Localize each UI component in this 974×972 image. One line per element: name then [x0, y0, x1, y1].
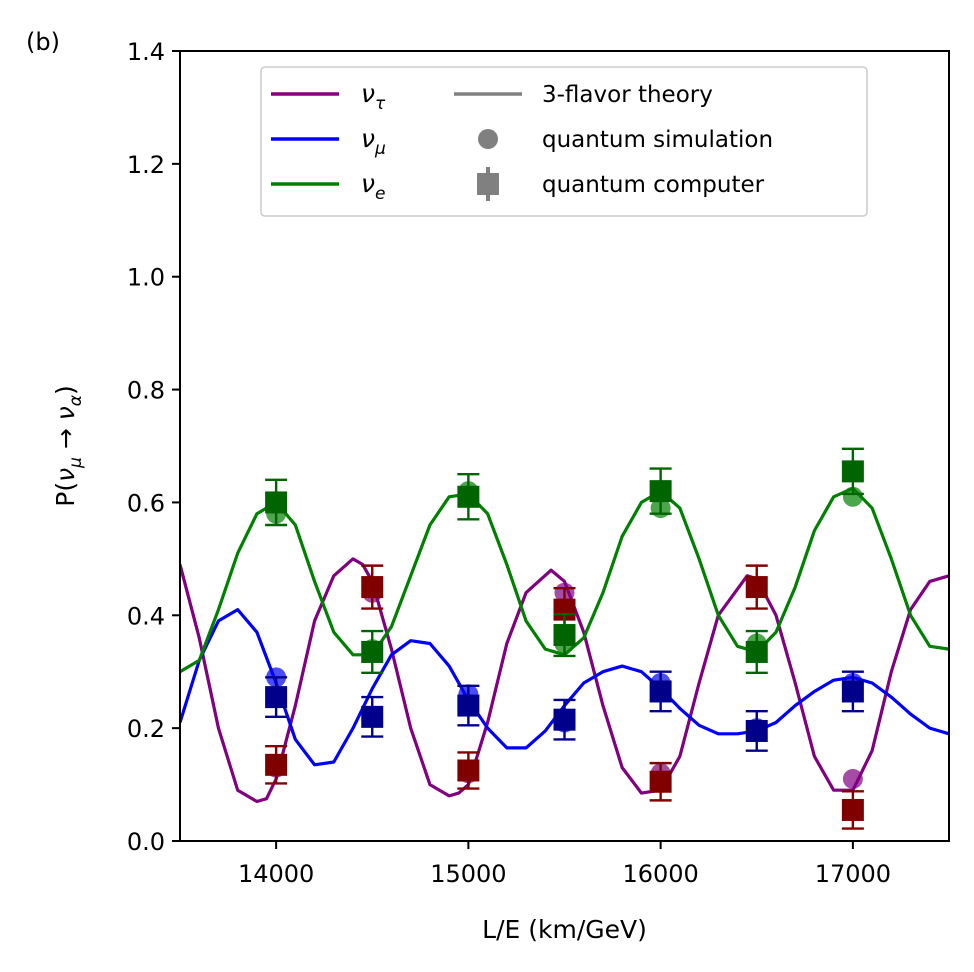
legend-box	[260, 66, 868, 217]
y-tick-label: 1.0	[127, 264, 165, 292]
x-tick-label: 16000	[622, 860, 698, 888]
qc-point-e	[457, 485, 480, 508]
qc-point-e	[361, 640, 384, 663]
y-tick-label: 0.6	[127, 489, 165, 517]
sim-point-tau	[842, 768, 863, 789]
qc-point-tau	[745, 576, 768, 599]
legend: ντ νμ νe 3-flavor theory quantum simulation q…	[260, 66, 868, 217]
qc-point-mu	[361, 705, 384, 728]
panel-label: (b)	[26, 28, 60, 56]
qc-point-tau	[457, 759, 480, 782]
qc-point-mu	[265, 686, 288, 709]
legend-label-sim: quantum simulation	[542, 127, 773, 153]
qc-point-e	[841, 460, 864, 483]
legend-label-e: νe	[361, 169, 385, 204]
x-axis-title: L/E (km/GeV)	[482, 915, 647, 944]
legend-label-qc: quantum computer	[542, 172, 765, 198]
y-tick-label: 1.2	[127, 151, 165, 179]
legend-handle-sim	[478, 129, 498, 149]
qc-point-tau	[649, 770, 672, 793]
qc-point-tau	[361, 576, 384, 599]
axes-frame	[179, 50, 950, 842]
qc-point-tau	[841, 798, 864, 821]
x-tick-label: 15000	[430, 860, 506, 888]
y-axis-title: P(νμ → να)	[51, 385, 86, 506]
qc-point-mu	[457, 694, 480, 717]
qc-point-e	[745, 640, 768, 663]
legend-label-mu: νμ	[361, 124, 386, 159]
qc-point-e	[649, 480, 672, 503]
legend-handle-qc	[477, 173, 499, 195]
plot-area	[180, 447, 949, 830]
qc-point-e	[553, 624, 576, 647]
y-tick-label: 0.8	[127, 377, 165, 405]
qc-point-mu	[649, 680, 672, 703]
x-tick-label: 17000	[815, 860, 891, 888]
qc-point-e	[265, 491, 288, 514]
y-tick-label: 0.0	[127, 828, 165, 856]
qc-point-mu	[553, 708, 576, 731]
x-tick-label: 14000	[238, 860, 314, 888]
y-tick-label: 0.2	[127, 715, 165, 743]
y-tick-label: 1.4	[127, 38, 165, 66]
y-tick-label: 0.4	[127, 602, 165, 630]
qc-point-mu	[745, 719, 768, 742]
axes: 14000 15000 16000 17000 0.0 0.2 0.4 0.6 0.8 1.0 1.…	[51, 38, 950, 944]
qc-point-tau	[265, 753, 288, 776]
theory-curve-tau	[180, 557, 949, 804]
legend-label-theory: 3-flavor theory	[542, 82, 713, 108]
legend-label-tau: ντ	[361, 79, 386, 114]
sim-point-e	[842, 486, 863, 507]
qc-point-mu	[841, 680, 864, 703]
